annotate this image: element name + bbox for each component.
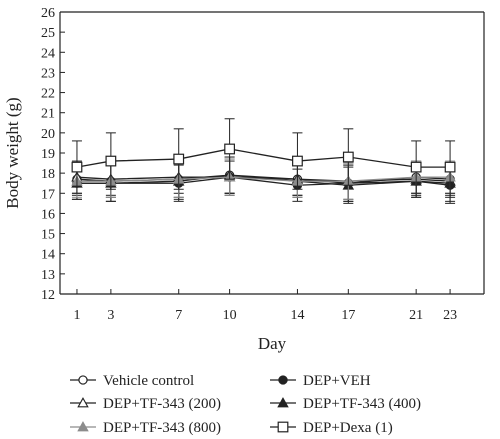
y-tick-label: 24 [41, 46, 55, 61]
data-point [105, 155, 117, 167]
legend-label: DEP+TF-343 (200) [103, 396, 221, 412]
legend-item: DEP+Dexa (1) [270, 420, 393, 436]
y-tick-label: 22 [41, 87, 55, 102]
y-ticks: 12 13 14 15 16 17 18 19 20 21 22 23 24 25 26 [41, 6, 65, 303]
y-tick-label: 16 [41, 207, 55, 222]
series-line [76, 176, 451, 182]
legend-item: DEP+TF-343 (400) [270, 396, 421, 412]
legend-item: Vehicle control [70, 373, 194, 389]
data-point [342, 151, 354, 163]
data-point [410, 161, 422, 173]
x-tick-label: 3 [107, 308, 114, 323]
legend-label: DEP+TF-343 (800) [103, 420, 221, 436]
y-tick-label: 20 [41, 127, 55, 142]
y-tick-label: 23 [41, 66, 55, 81]
y-tick-label: 17 [41, 187, 55, 202]
y-tick-label: 19 [41, 147, 55, 162]
legend-label: DEP+TF-343 (400) [303, 396, 421, 412]
y-tick-label: 21 [41, 107, 55, 122]
legend-label: DEP+VEH [303, 373, 371, 389]
legend-label: DEP+Dexa (1) [303, 420, 393, 436]
series-5 [71, 118, 456, 194]
x-tick-label: 17 [341, 308, 355, 323]
series-layer [71, 118, 456, 204]
x-ticks: 1 3 7 10 14 17 21 23 [73, 289, 457, 323]
y-tick-label: 15 [41, 228, 55, 243]
series-line [76, 148, 451, 168]
legend-label: Vehicle control [103, 373, 194, 389]
x-axis-label: Day [258, 334, 287, 353]
x-tick-label: 1 [73, 308, 80, 323]
data-point [444, 161, 456, 173]
data-point [173, 153, 185, 165]
data-point [224, 143, 236, 155]
legend-item: DEP+TF-343 (200) [70, 396, 221, 412]
y-tick-label: 14 [41, 248, 55, 263]
legend-marker [278, 375, 288, 385]
y-tick-label: 18 [41, 167, 55, 182]
legend-marker [277, 397, 289, 408]
y-tick-label: 26 [41, 6, 55, 21]
y-tick-label: 12 [41, 288, 55, 303]
x-tick-label: 14 [290, 308, 304, 323]
legend-item: DEP+TF-343 (800) [70, 420, 221, 436]
legend-marker [77, 397, 89, 408]
data-point [292, 155, 303, 167]
y-tick-label: 13 [41, 268, 55, 283]
legend-marker [77, 421, 89, 432]
series-line [76, 174, 451, 186]
legend-item: DEP+VEH [270, 373, 371, 389]
y-tick-label: 25 [41, 26, 55, 41]
legend: Vehicle control DEP+VEH DEP+TF-343 (200) DE… [70, 373, 421, 436]
x-tick-label: 23 [443, 308, 457, 323]
x-tick-label: 7 [175, 308, 182, 323]
x-tick-label: 10 [223, 308, 237, 323]
y-axis-label: Body weight (g) [3, 97, 22, 208]
legend-marker [78, 375, 88, 385]
x-tick-label: 21 [409, 308, 423, 323]
data-point [71, 161, 83, 173]
legend-marker [277, 421, 289, 433]
